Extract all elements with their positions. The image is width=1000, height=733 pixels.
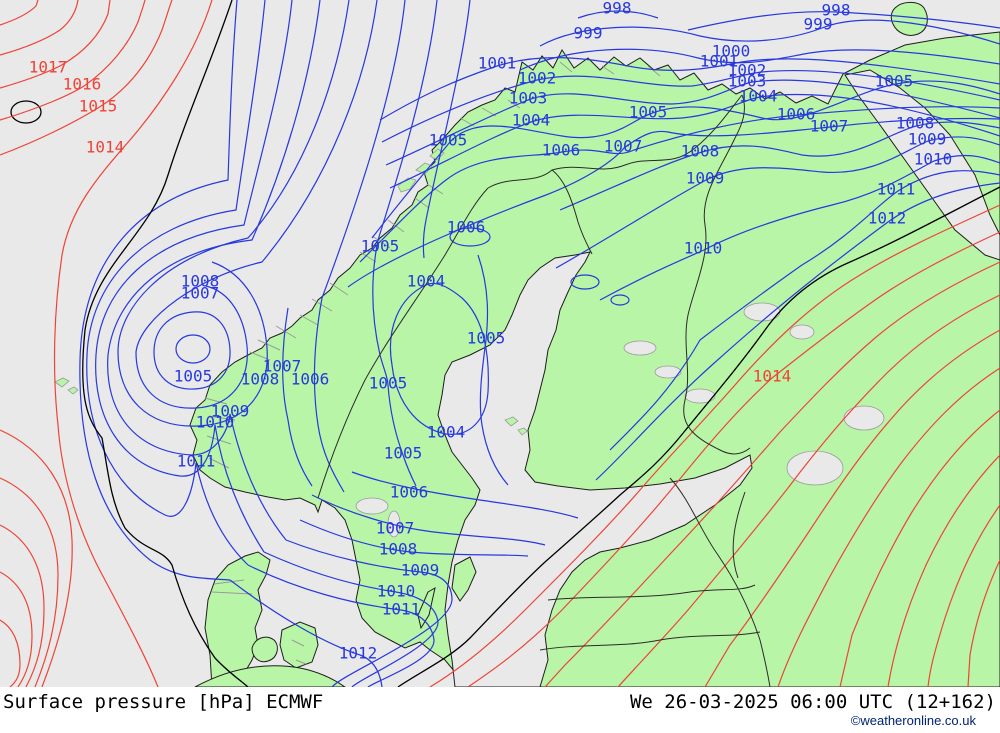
country-borders (317, 94, 771, 687)
isobar-label-1005: 1005 (174, 367, 213, 386)
isobar-label-1006: 1006 (777, 105, 816, 124)
isobar-label-999: 999 (804, 15, 833, 34)
isobar-label-1015: 1015 (79, 97, 118, 116)
isobar-label-1010: 1010 (914, 150, 953, 169)
pressure-map-svg: 1017101610151014101499899999899910001001… (0, 0, 1000, 687)
isobar-label-1011: 1011 (877, 180, 916, 199)
isobar-label-1007: 1007 (263, 357, 302, 376)
isobar-label-1005: 1005 (467, 329, 506, 348)
isobar-label-1003: 1003 (728, 72, 767, 91)
isobar-label-1006: 1006 (447, 218, 486, 237)
isobars-black (10, 0, 1000, 687)
isobar-label-1005: 1005 (429, 131, 468, 150)
isobar-label-1009: 1009 (401, 561, 440, 580)
isobars-red (0, 0, 1000, 687)
isobar-label-1004: 1004 (512, 111, 551, 130)
isobar-label-1014: 1014 (86, 138, 125, 157)
status-bar: Surface pressure [hPa] ECMWF We 26-03-20… (0, 687, 1000, 733)
coast-detail (204, 61, 661, 665)
isobar-label-1016: 1016 (63, 75, 102, 94)
isobar-label-1005: 1005 (369, 374, 408, 393)
product-title: Surface pressure [hPa] ECMWF (3, 691, 324, 713)
isobar-label-1008: 1008 (896, 114, 935, 133)
isobar-label-1009: 1009 (211, 402, 250, 421)
isobar-label-1009: 1009 (686, 169, 725, 188)
isobar-label-1010: 1010 (377, 582, 416, 601)
isobar-label-1004: 1004 (739, 87, 778, 106)
copyright-link[interactable]: ©weatheronline.co.uk (850, 713, 976, 728)
isobar-label-998: 998 (822, 1, 851, 20)
isobar-label-1001: 1001 (700, 52, 739, 71)
isobar-label-1006: 1006 (390, 483, 429, 502)
isobar-label-1007: 1007 (181, 284, 220, 303)
isobar-label-998: 998 (603, 0, 632, 18)
isobar-label-1011: 1011 (382, 600, 421, 619)
isobar-label-1012: 1012 (868, 209, 907, 228)
isobar-label-1003: 1003 (509, 89, 548, 108)
isobar-label-1000: 1000 (712, 42, 751, 61)
land-masses (54, 1, 1000, 687)
isobar-label-1008: 1008 (379, 540, 418, 559)
isobar-label-1007: 1007 (810, 117, 849, 136)
pressure-map: 1017 1016 1015 1014 1014 998 999 998 999 1000 1001… (0, 0, 1000, 687)
isobar-label-1007: 1007 (376, 519, 415, 538)
isobar-label-1004: 1004 (427, 423, 466, 442)
isobar-label-999: 999 (574, 24, 603, 43)
isobar-label-1006: 1006 (542, 141, 581, 160)
isobar-label-1004: 1004 (407, 272, 446, 291)
isobar-label-1001: 1001 (478, 54, 517, 73)
isobar-label-1002: 1002 (728, 61, 767, 80)
isobar-label-1008: 1008 (241, 370, 280, 389)
isobar-label-1005: 1005 (629, 103, 668, 122)
isobar-label-1011: 1011 (177, 452, 216, 471)
isobar-labels: 1017101610151014101499899999899910001001… (29, 0, 953, 663)
isobar-label-1005: 1005 (875, 72, 914, 91)
isobar-label-1002: 1002 (518, 69, 557, 88)
isobar-label-1017: 1017 (29, 58, 68, 77)
isobar-label-1014: 1014 (753, 367, 792, 386)
isobar-label-1010: 1010 (684, 239, 723, 258)
isobar-label-1010: 1010 (196, 413, 235, 432)
isobar-label-1007: 1007 (604, 137, 643, 156)
isobar-label-1009: 1009 (908, 130, 947, 149)
valid-datetime: We 26-03-2025 06:00 UTC (12+162) (629, 691, 996, 713)
isobar-label-1006: 1006 (291, 370, 330, 389)
isobar-label-1005: 1005 (361, 237, 400, 256)
isobar-label-1012: 1012 (339, 644, 378, 663)
isobar-label-1008: 1008 (181, 272, 220, 291)
isobar-label-1008: 1008 (681, 142, 720, 161)
isobar-label-1005: 1005 (384, 444, 423, 463)
